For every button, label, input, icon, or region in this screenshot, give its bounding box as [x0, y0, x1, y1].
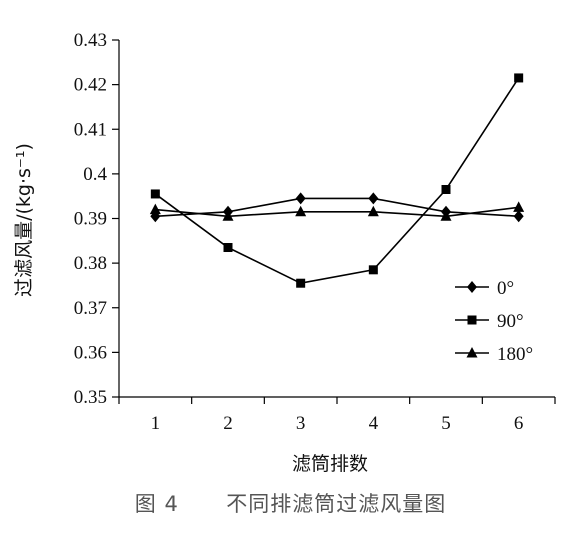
data-point	[222, 210, 234, 221]
y-tick-label: 0.42	[74, 75, 107, 96]
data-point	[368, 192, 379, 205]
legend-marker	[467, 315, 477, 325]
x-tick-label: 1	[151, 413, 161, 434]
figure-caption: 图 4 不同排滤筒过滤风量图	[0, 488, 581, 518]
data-point	[513, 201, 525, 212]
x-tick-label: 5	[441, 413, 451, 434]
data-point	[367, 205, 379, 217]
legend-marker	[466, 347, 478, 358]
y-tick-label: 0.35	[74, 387, 107, 408]
data-point	[149, 203, 161, 215]
series-1	[150, 192, 524, 223]
x-tick-label: 6	[514, 413, 524, 434]
series-group	[149, 73, 525, 288]
x-axis-title: 滤筒排数	[292, 453, 368, 475]
legend-item: 90°	[455, 311, 524, 332]
y-tick-label: 0.39	[74, 209, 107, 230]
legend-marker	[467, 281, 477, 293]
series-line	[155, 206, 519, 218]
legend-label: 90°	[497, 311, 524, 332]
data-point	[440, 210, 452, 221]
legend-label: 180°	[497, 344, 533, 365]
series-line	[155, 197, 519, 218]
tick-labels: 0.35 0.36 0.37 0.38 0.39 0.4 0.41 0.42 0.43 1 2 3 4 5…	[74, 30, 524, 434]
data-point	[296, 278, 306, 288]
data-point	[441, 184, 451, 194]
y-tick-label: 0.43	[74, 30, 107, 51]
axes	[112, 39, 556, 404]
data-point	[223, 243, 233, 253]
data-point	[513, 210, 524, 223]
legend-item: 0°	[455, 278, 514, 299]
y-tick-label: 0.36	[74, 342, 107, 363]
legend-item: 180°	[455, 344, 533, 365]
data-point	[368, 265, 378, 275]
x-tick-label: 3	[296, 413, 306, 434]
data-point	[295, 192, 306, 205]
x-tick-label: 2	[223, 413, 233, 434]
data-point	[514, 73, 524, 83]
y-tick-label: 0.4	[83, 164, 107, 185]
data-point	[295, 205, 307, 217]
y-axis-title: 过滤风量/(kg·s⁻¹)	[13, 143, 35, 297]
legend: 0° 90° 180°	[455, 278, 533, 365]
y-tick-label: 0.37	[74, 298, 107, 319]
y-tick-label: 0.38	[74, 253, 107, 274]
series-line	[154, 77, 520, 285]
x-tick-label: 4	[369, 413, 379, 434]
figure-number: 图 4	[134, 492, 179, 516]
data-point	[150, 189, 160, 199]
series-3	[149, 201, 525, 221]
y-tick-label: 0.41	[74, 119, 107, 140]
line-chart: 0.35 0.36 0.37 0.38 0.39 0.4 0.41 0.42 0.43 1 2 3 4 5…	[13, 30, 556, 475]
figure-caption-text: 不同排滤筒过滤风量图	[226, 492, 447, 516]
series-2	[150, 73, 524, 288]
legend-label: 0°	[497, 278, 514, 299]
